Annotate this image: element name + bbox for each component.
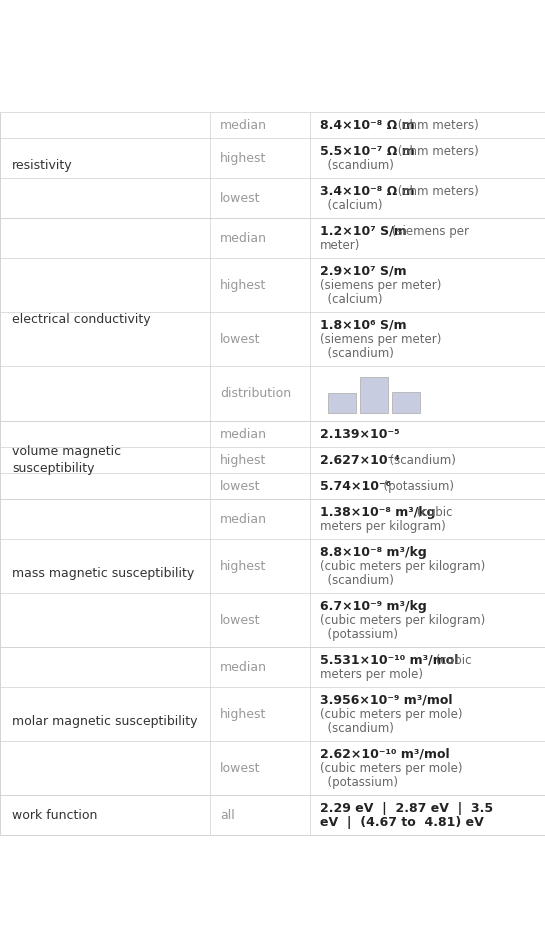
Bar [328, 393, 356, 413]
Text: distribution: distribution [220, 387, 291, 400]
Text: lowest: lowest [220, 761, 261, 775]
Text: 3.4×10⁻⁸ Ω m: 3.4×10⁻⁸ Ω m [320, 185, 415, 198]
Bar [392, 391, 420, 413]
Text: median: median [220, 118, 267, 132]
Text: (cubic meters per mole): (cubic meters per mole) [320, 707, 463, 721]
Text: 5.531×10⁻¹⁰ m³/mol: 5.531×10⁻¹⁰ m³/mol [320, 653, 458, 667]
Text: lowest: lowest [220, 479, 261, 492]
Text: 2.62×10⁻¹⁰ m³/mol: 2.62×10⁻¹⁰ m³/mol [320, 747, 450, 760]
Text: median: median [220, 512, 267, 526]
Text: lowest: lowest [220, 614, 261, 627]
Text: eV  |  (4.67 to  4.81) eV: eV | (4.67 to 4.81) eV [320, 815, 484, 829]
Text: 5.5×10⁻⁷ Ω m: 5.5×10⁻⁷ Ω m [320, 145, 415, 157]
Text: median: median [220, 427, 267, 440]
Text: (siemens per meter): (siemens per meter) [320, 278, 441, 292]
Bar [360, 377, 388, 413]
Text: (cubic meters per mole): (cubic meters per mole) [320, 761, 463, 775]
Text: (scandium): (scandium) [320, 347, 394, 360]
Text: (scandium): (scandium) [382, 454, 456, 467]
Text: highest: highest [220, 560, 267, 573]
Text: electrical conductivity: electrical conductivity [12, 313, 150, 326]
Text: (scandium): (scandium) [320, 574, 394, 586]
Text: highest: highest [220, 278, 267, 292]
Text: (scandium): (scandium) [320, 722, 394, 735]
Text: (scandium): (scandium) [320, 158, 394, 171]
Text: (potassium): (potassium) [320, 776, 398, 789]
Text: mass magnetic susceptibility: mass magnetic susceptibility [12, 566, 194, 580]
Text: lowest: lowest [220, 332, 261, 346]
Text: volume magnetic
susceptibility: volume magnetic susceptibility [12, 445, 121, 475]
Text: highest: highest [220, 454, 267, 467]
Text: (calcium): (calcium) [320, 199, 383, 211]
Text: (siemens per meter): (siemens per meter) [320, 332, 441, 346]
Text: lowest: lowest [220, 191, 261, 205]
Text: 2.139×10⁻⁵: 2.139×10⁻⁵ [320, 427, 399, 440]
Text: (cubic meters per kilogram): (cubic meters per kilogram) [320, 614, 485, 627]
Text: work function: work function [12, 809, 98, 821]
Text: meters per mole): meters per mole) [320, 668, 423, 681]
Text: (cubic meters per kilogram): (cubic meters per kilogram) [320, 560, 485, 573]
Text: highest: highest [220, 152, 267, 165]
Text: highest: highest [220, 707, 267, 721]
Text: resistivity: resistivity [12, 158, 72, 171]
Text: meters per kilogram): meters per kilogram) [320, 520, 446, 532]
Text: median: median [220, 231, 267, 244]
Text: 2.29 eV  |  2.87 eV  |  3.5: 2.29 eV | 2.87 eV | 3.5 [320, 801, 493, 814]
Text: 2.627×10⁻⁴: 2.627×10⁻⁴ [320, 454, 399, 467]
Text: (siemens per: (siemens per [388, 224, 469, 238]
Text: (ohm meters): (ohm meters) [395, 118, 479, 132]
Text: 5.74×10⁻⁶: 5.74×10⁻⁶ [320, 479, 391, 492]
Text: 1.8×10⁶ S/m: 1.8×10⁶ S/m [320, 318, 407, 331]
Text: 8.4×10⁻⁸ Ω m: 8.4×10⁻⁸ Ω m [320, 118, 415, 132]
Text: molar magnetic susceptibility: molar magnetic susceptibility [12, 714, 197, 727]
Text: (calcium): (calcium) [320, 293, 383, 306]
Text: meter): meter) [320, 239, 360, 252]
Text: 6.7×10⁻⁹ m³/kg: 6.7×10⁻⁹ m³/kg [320, 599, 427, 613]
Text: (potassium): (potassium) [376, 479, 454, 492]
Text: (cubic: (cubic [432, 653, 471, 667]
Text: (ohm meters): (ohm meters) [395, 185, 479, 198]
Text: median: median [220, 660, 267, 673]
Text: (potassium): (potassium) [320, 628, 398, 640]
Text: all: all [220, 809, 235, 821]
Text: 1.38×10⁻⁸ m³/kg: 1.38×10⁻⁸ m³/kg [320, 506, 435, 519]
Text: 1.2×10⁷ S/m: 1.2×10⁷ S/m [320, 224, 407, 238]
Text: 3.956×10⁻⁹ m³/mol: 3.956×10⁻⁹ m³/mol [320, 693, 452, 706]
Text: (cubic: (cubic [413, 506, 452, 519]
Text: (ohm meters): (ohm meters) [395, 145, 479, 157]
Text: 8.8×10⁻⁸ m³/kg: 8.8×10⁻⁸ m³/kg [320, 545, 427, 559]
Text: 2.9×10⁷ S/m: 2.9×10⁷ S/m [320, 264, 407, 277]
